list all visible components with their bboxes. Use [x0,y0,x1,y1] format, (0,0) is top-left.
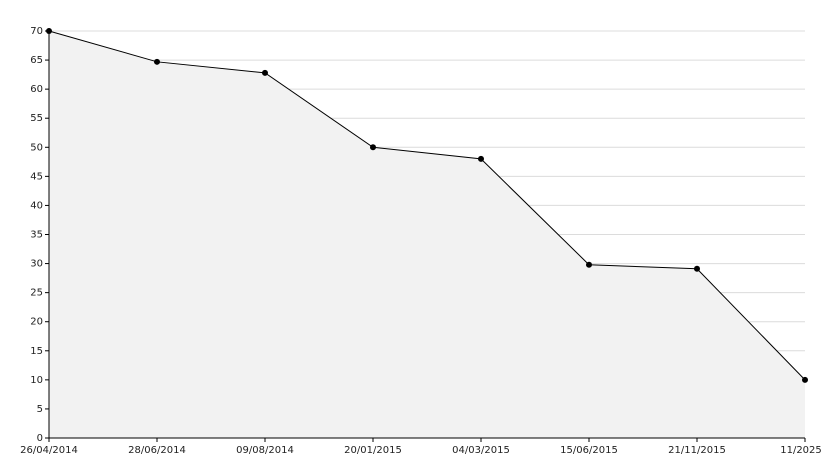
y-tick-label: 25 [30,288,43,299]
y-tick-label: 10 [30,375,43,386]
x-tick-label: 15/06/2015 [560,445,618,456]
y-tick-label: 70 [30,26,43,37]
y-tick-label: 50 [30,142,43,153]
y-tick-label: 15 [30,346,43,357]
line [48,30,806,381]
y-tick-label: 35 [30,230,43,241]
y-tick-label: 45 [30,171,43,182]
marker [802,376,808,383]
marker [262,69,268,76]
y-tick-label: 55 [30,113,43,124]
marker [154,58,160,65]
area [49,31,805,438]
x-tick-label: 28/06/2014 [128,445,186,456]
y-tick-label: 60 [30,84,43,95]
x-tick-label: 04/03/2015 [452,445,510,456]
x-tick-label: 09/08/2014 [236,445,294,456]
x-tick-label: 26/04/2014 [20,445,78,456]
x-tick-label: 21/11/2015 [668,445,726,456]
marker [370,144,376,151]
y-tick-label: 65 [30,55,43,66]
y-tick-label: 5 [37,404,43,415]
marker [694,265,700,272]
y-tick-label: 40 [30,200,43,211]
y-tick-label: 20 [30,317,43,328]
y-tick-label: 30 [30,259,43,270]
x-tick-label: 20/01/2015 [344,445,402,456]
marker [586,261,592,268]
y-tick-label: 0 [37,433,43,444]
marker [478,155,484,162]
x-tick-label: 11/2025 [780,445,822,456]
